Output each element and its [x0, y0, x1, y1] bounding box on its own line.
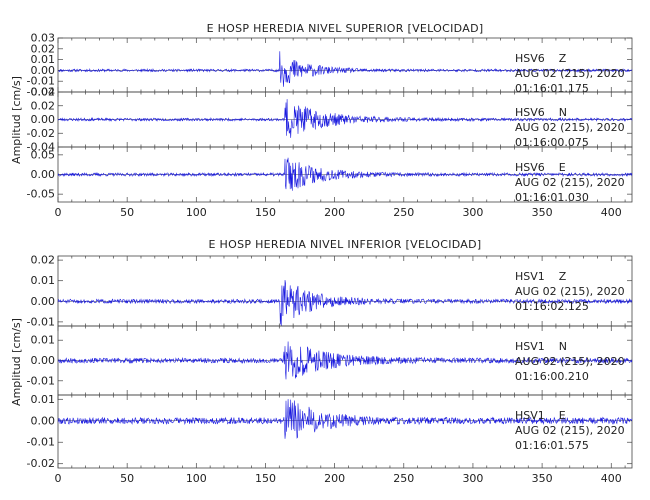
x-tick-label: 50: [120, 206, 134, 219]
station-component-label: HSV1 Z: [515, 270, 567, 283]
y-tick-label: -0.02: [27, 457, 55, 470]
waveform-trace: [57, 280, 633, 326]
component-code: N: [559, 106, 567, 119]
y-tick-label: -0.01: [27, 315, 55, 328]
waveform-trace: [57, 99, 633, 138]
panel-title: E HOSP HEREDIA NIVEL SUPERIOR [VELOCIDAD…: [207, 22, 484, 35]
y-tick-label: -0.01: [27, 374, 55, 387]
trace-start-time: 01:16:01.030: [515, 191, 589, 204]
component-code: Z: [559, 52, 567, 65]
y-tick-label: 0.01: [31, 393, 56, 406]
x-tick-label: 100: [186, 472, 207, 485]
station-component-label: HSV6 Z: [515, 52, 567, 65]
x-tick-label: 350: [532, 206, 553, 219]
trace-date: AUG 02 (215), 2020: [515, 67, 625, 80]
y-tick-label: -0.02: [27, 127, 55, 140]
waveform-trace: [57, 399, 633, 439]
x-tick-label: 0: [55, 206, 62, 219]
y-tick-label: 0.00: [31, 113, 56, 126]
y-tick-label: 0.04: [31, 86, 56, 99]
x-tick-label: 200: [324, 206, 345, 219]
y-tick-label: 0.00: [31, 64, 56, 77]
station-code: HSV6: [515, 161, 545, 174]
x-tick-label: 400: [601, 206, 622, 219]
waveform-trace: [57, 341, 633, 380]
x-tick-label: 50: [120, 472, 134, 485]
y-tick-label: -0.05: [27, 188, 55, 201]
x-tick-label: 0: [55, 472, 62, 485]
station-code: HSV1: [515, 340, 545, 353]
panel-title: E HOSP HEREDIA NIVEL INFERIOR [VELOCIDAD…: [209, 238, 482, 251]
x-tick-label: 250: [393, 206, 414, 219]
y-axis-label: Amplitud [cm/s]: [10, 318, 23, 406]
trace-date: AUG 02 (215), 2020: [515, 176, 625, 189]
y-tick-label: 0.02: [31, 99, 56, 112]
x-tick-label: 250: [393, 472, 414, 485]
y-tick-label: -0.01: [27, 436, 55, 449]
y-tick-label: 0.05: [31, 148, 56, 161]
y-tick-label: 0.00: [31, 168, 56, 181]
y-tick-label: 0.02: [31, 254, 56, 267]
station-code: HSV6: [515, 52, 545, 65]
y-tick-label: 0.00: [31, 354, 56, 367]
component-code: Z: [559, 270, 567, 283]
waveform-trace: [57, 157, 633, 191]
y-tick-label: 0.01: [31, 274, 56, 287]
y-tick-label: 0.01: [31, 334, 56, 347]
station-component-label: HSV6 E: [515, 161, 566, 174]
station-code: HSV6: [515, 106, 545, 119]
x-tick-label: 150: [255, 206, 276, 219]
y-tick-label: 0.02: [31, 42, 56, 55]
x-tick-label: 350: [532, 472, 553, 485]
trace-date: AUG 02 (215), 2020: [515, 121, 625, 134]
x-tick-label: 300: [462, 472, 483, 485]
y-tick-label: 0.03: [31, 32, 56, 45]
trace-date: AUG 02 (215), 2020: [515, 424, 625, 437]
x-tick-label: 300: [462, 206, 483, 219]
component-code: E: [559, 409, 566, 422]
station-component-label: HSV1 E: [515, 409, 566, 422]
station-code: HSV1: [515, 270, 545, 283]
y-tick-label: -0.04: [27, 141, 55, 154]
trace-date: AUG 02 (215), 2020: [515, 285, 625, 298]
trace-start-time: 01:16:02.125: [515, 300, 589, 313]
y-tick-label: 0.00: [31, 295, 56, 308]
waveform-trace: [57, 51, 633, 87]
y-tick-label: 0.01: [31, 53, 56, 66]
x-tick-label: 150: [255, 472, 276, 485]
x-tick-label: 400: [601, 472, 622, 485]
station-code: HSV1: [515, 409, 545, 422]
trace-date: AUG 02 (215), 2020: [515, 355, 625, 368]
station-component-label: HSV6 N: [515, 106, 567, 119]
trace-start-time: 01:16:01.575: [515, 439, 589, 452]
trace-start-time: 01:16:00.075: [515, 136, 589, 149]
trace-frame: [57, 394, 633, 469]
y-tick-label: 0.00: [31, 414, 56, 427]
station-component-label: HSV1 N: [515, 340, 567, 353]
y-tick-label: -0.02: [27, 86, 55, 99]
trace-start-time: 01:16:01.175: [515, 82, 589, 95]
y-axis-label: Amplitud [cm/s]: [10, 76, 23, 164]
component-code: E: [559, 161, 566, 174]
x-tick-label: 100: [186, 206, 207, 219]
y-tick-label: -0.01: [27, 75, 55, 88]
trace-start-time: 01:16:00.210: [515, 370, 589, 383]
x-tick-label: 200: [324, 472, 345, 485]
component-code: N: [559, 340, 567, 353]
